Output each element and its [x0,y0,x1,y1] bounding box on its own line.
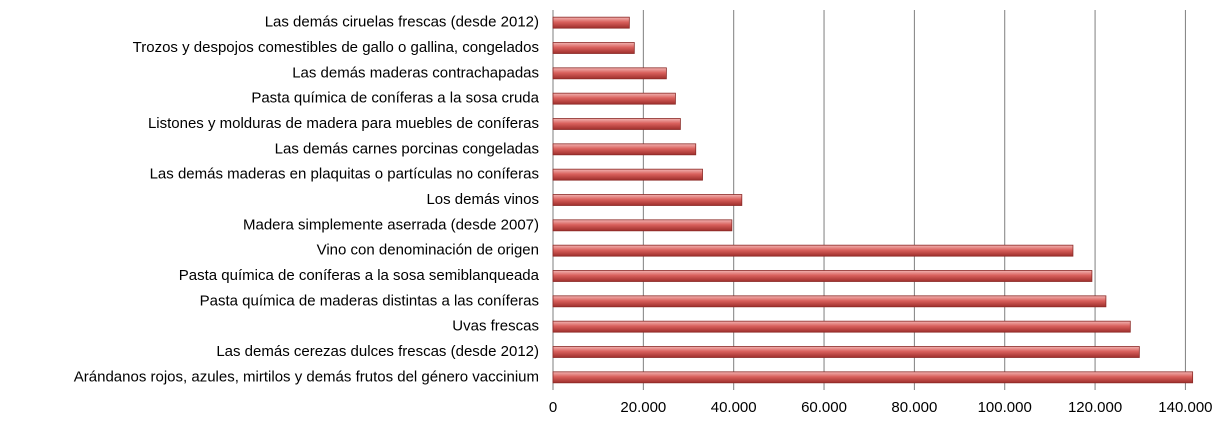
x-tick-label: 20.000 [620,399,666,416]
bar [552,244,1074,257]
y-tick-label: Pasta química de coníferas a la sosa cru… [251,90,539,107]
y-tick-label: Vino con denominación de origen [317,242,539,259]
y-tick-label: Los demás vinos [426,191,539,208]
bar [552,219,733,232]
y-tick-label: Las demás cerezas dulces frescas (desde … [216,343,539,360]
x-tick-label: 100.000 [978,399,1032,416]
y-tick-label: Madera simplemente aserrada (desde 2007) [243,216,539,233]
bar [552,118,681,130]
bar [552,346,1140,358]
y-tick-label: Las demás carnes porcinas congeladas [275,140,539,157]
x-tick-label: 140.000 [1158,399,1212,416]
bar [552,194,743,206]
x-tick-label: 60.000 [801,399,847,416]
x-tick-label: 80.000 [891,399,937,416]
y-tick-label: Trozos y despojos comestibles de gallo o… [133,39,539,56]
y-tick-label: Las demás ciruelas frescas (desde 2012) [265,14,539,31]
bar [552,270,1093,282]
x-tick-label: 0 [549,399,557,416]
x-tick-label: 40.000 [711,399,757,416]
y-tick-label: Uvas frescas [452,318,539,335]
bar [552,295,1107,308]
bar [552,320,1131,333]
y-tick-label: Pasta química de coníferas a la sosa sem… [179,267,540,284]
x-tick-label: 120.000 [1068,399,1122,416]
bar [552,16,630,29]
y-tick-label: Arándanos rojos, azules, mirtilos y demá… [74,368,539,385]
y-tick-label: Pasta química de maderas distintas a las… [200,292,539,309]
bar [552,92,676,105]
bar [552,371,1194,384]
bar [552,143,697,156]
bar [552,168,703,181]
bar [552,67,667,80]
y-tick-label: Listones y molduras de madera para muebl… [148,115,539,132]
bar [552,42,635,54]
y-tick-label: Las demás maderas contrachapadas [292,64,539,81]
y-tick-label: Las demás maderas en plaquitas o partícu… [150,166,539,183]
